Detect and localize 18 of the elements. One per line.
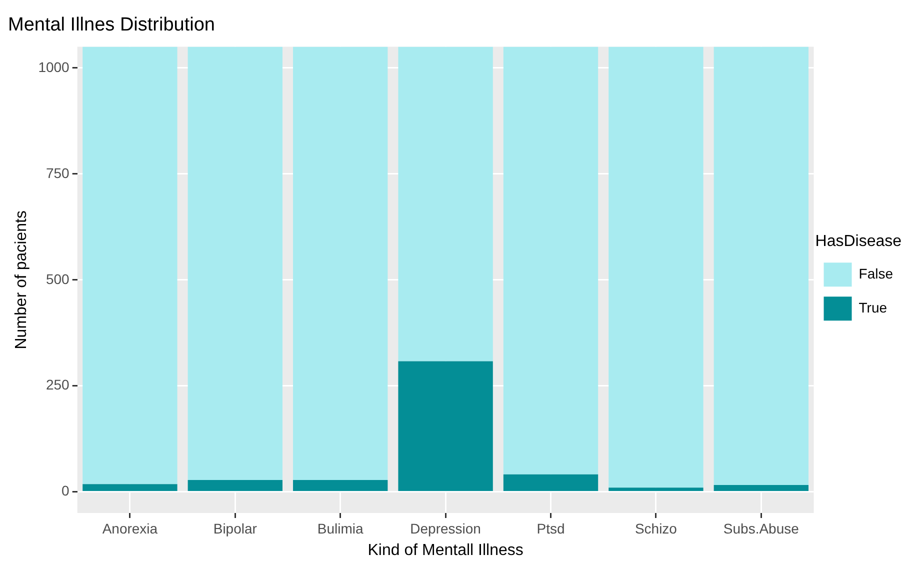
x-tick-label: Ptsd [536, 520, 565, 536]
y-tick-label: 0 [62, 482, 70, 499]
x-tick-label: Schizo [634, 520, 678, 536]
y-tick-label: 250 [46, 376, 70, 393]
legend-label: False [858, 265, 894, 282]
x-tick-label: Bipolar [213, 520, 258, 536]
x-tick-label: Depression [410, 520, 481, 536]
y-tick-label: 1000 [38, 58, 70, 75]
x-axis-title: Kind of Mentall Illness [368, 542, 524, 559]
x-tick-label: Anorexia [102, 520, 158, 536]
y-tick-label: 750 [46, 164, 70, 181]
y-tick-label: 500 [46, 270, 70, 287]
x-tick-label: Bulimia [317, 520, 364, 536]
chart-title: Mental Illnes Distribution [8, 14, 215, 36]
legend-label: True [858, 299, 888, 316]
x-tick-label: Subs.Abuse [723, 520, 800, 536]
legend-title: HasDisease [815, 232, 902, 250]
y-axis-title: Number of pacients [13, 210, 30, 350]
